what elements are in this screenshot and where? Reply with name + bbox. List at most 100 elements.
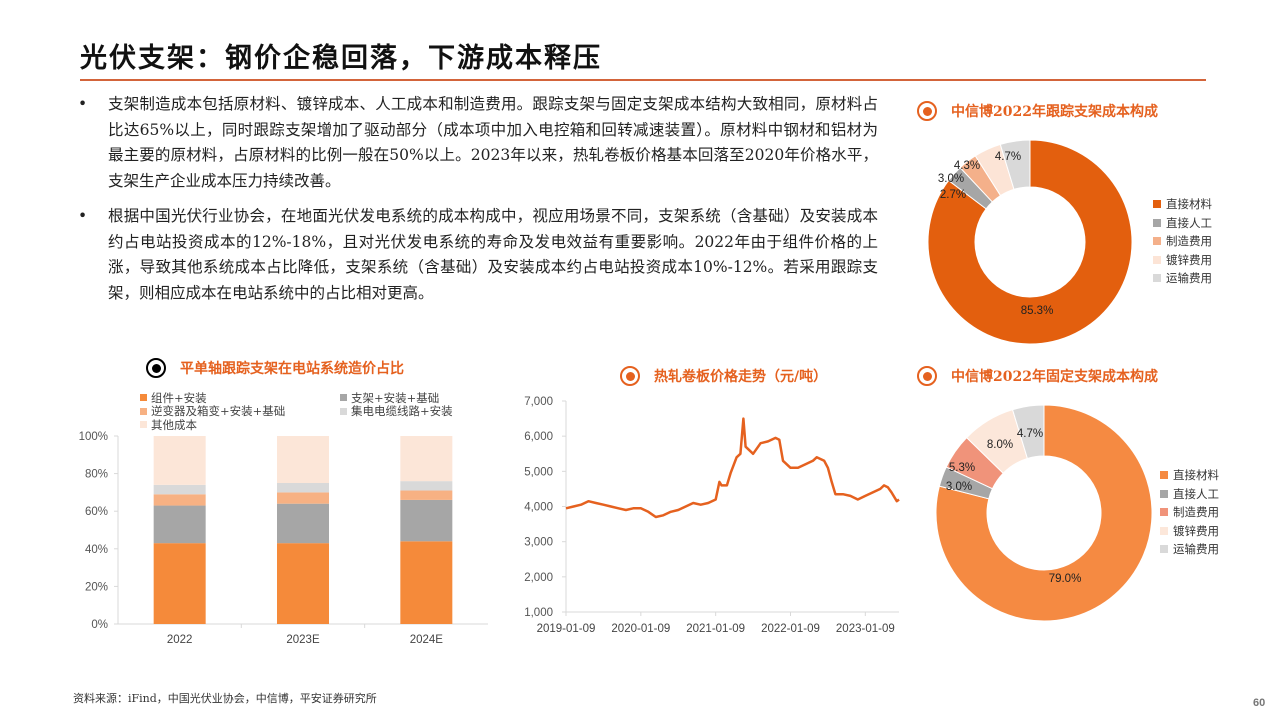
bar-segment	[153, 436, 206, 485]
y-tick-label: 1,000	[524, 607, 553, 619]
slice-label: 4.3%	[954, 160, 980, 172]
legend-item: 逆变器及箱变+安装+基础	[140, 404, 340, 419]
legend-item: 直接材料	[1153, 195, 1212, 214]
bullet-list: • 支架制造成本包括原材料、镀锌成本、人工成本和制造费用。跟踪支架与固定支架成本…	[78, 92, 878, 316]
slice-label: 8.0%	[987, 439, 1013, 451]
y-tick-label: 20%	[85, 581, 108, 593]
title-divider	[80, 79, 1206, 81]
target-icon	[620, 366, 640, 386]
slice-label: 2.7%	[940, 189, 966, 201]
x-tick-label: 2021-01-09	[686, 623, 745, 635]
legend-item: 其他成本	[140, 418, 340, 432]
y-tick-label: 80%	[85, 469, 108, 481]
fixed-donut-title: 中信博2022年固定支架成本构成	[917, 366, 1158, 386]
bar-segment	[153, 543, 206, 624]
legend-item: 运输费用	[1160, 540, 1219, 559]
x-tick-label: 2024E	[410, 634, 444, 646]
legend-swatch	[340, 394, 347, 402]
legend-item: 直接人工	[1160, 485, 1219, 504]
donut-slice	[1011, 404, 1045, 460]
slice-label: 5.3%	[949, 462, 975, 474]
legend-swatch	[140, 407, 147, 415]
bar-segment	[153, 484, 206, 495]
y-tick-label: 40%	[85, 544, 108, 556]
bullet-item: • 支架制造成本包括原材料、镀锌成本、人工成本和制造费用。跟踪支架与固定支架成本…	[78, 92, 878, 194]
legend-label: 制造费用	[1166, 234, 1212, 249]
tracker-donut-legend: 直接材料直接人工制造费用镀锌费用 运输费用	[1153, 195, 1212, 288]
legend-item: 制造费用	[1160, 503, 1219, 522]
legend-item: 组件+安装	[140, 391, 340, 405]
y-tick-label: 2,000	[524, 572, 553, 584]
legend-swatch	[1160, 489, 1168, 498]
slice-label: 4.7%	[1017, 428, 1043, 440]
legend-item: 直接人工	[1153, 214, 1212, 233]
legend-label: 逆变器及箱变+安装+基础	[151, 404, 286, 419]
legend-label: 直接材料	[1166, 197, 1212, 212]
bar-segment	[277, 543, 329, 624]
legend-item: 镀锌费用	[1160, 522, 1219, 541]
legend-swatch	[1153, 218, 1161, 227]
source-note: 资料来源：iFind，中国光伏业协会，中信博，平安证券研究所	[73, 692, 377, 705]
bar-chart-title: 平单轴跟踪支架在电站系统造价占比	[146, 358, 404, 378]
legend-swatch	[1153, 274, 1161, 283]
fixed-cost-donut: 79.0% 3.0% 5.3% 8.0% 4.7%	[935, 404, 1153, 622]
legend-item: 制造费用	[1153, 232, 1212, 251]
slice-label: 85.3%	[1021, 305, 1054, 317]
bullet-text: 支架制造成本包括原材料、镀锌成本、人工成本和制造费用。跟踪支架与固定支架成本结构…	[108, 95, 878, 190]
slice-label: 3.0%	[946, 481, 972, 493]
bar-segment	[153, 505, 206, 544]
legend-swatch	[1153, 255, 1161, 264]
x-tick-label: 2023-01-09	[836, 623, 895, 635]
bar-segment	[400, 490, 453, 500]
legend-label: 其他成本	[151, 417, 197, 432]
legend-swatch	[1160, 471, 1168, 480]
legend-swatch	[1160, 508, 1168, 517]
legend-label: 直接材料	[1173, 468, 1219, 483]
target-icon	[146, 358, 166, 378]
slice-label: 79.0%	[1049, 573, 1082, 585]
legend-label: 组件+安装	[151, 390, 207, 405]
slice-label: 3.0%	[938, 173, 964, 185]
legend-label: 镀锌费用	[1173, 523, 1219, 538]
stacked-bar-chart: 0% 20% 40% 60% 80% 100% 2022 2023E 2024E	[79, 431, 488, 646]
bar-segment	[400, 436, 453, 482]
legend-label: 制造费用	[1173, 505, 1219, 520]
legend-label: 集电电缆线路+安装	[351, 404, 453, 419]
donut-slice	[999, 139, 1031, 191]
bar-segment	[277, 436, 329, 483]
bar-segment	[400, 481, 453, 491]
legend-swatch	[1160, 545, 1168, 554]
bullet-item: • 根据中国光伏行业协会，在地面光伏发电系统的成本构成中，视应用场景不同，支架系…	[78, 204, 878, 306]
tracker-cost-donut: 85.3% 2.7% 3.0%4.3% 4.7%	[927, 139, 1133, 345]
legend-item: 集电电缆线路+安装	[340, 404, 480, 419]
bar-segment	[277, 483, 329, 493]
bar-chart-legend: 组件+安装 支架+安装+基础逆变器及箱变+安装+基础 集电电缆线路+安装其他成本	[140, 391, 480, 432]
legend-label: 支架+安装+基础	[351, 390, 440, 405]
donut-slice	[927, 139, 1133, 345]
legend-swatch	[1160, 526, 1168, 535]
legend-item: 支架+安装+基础	[340, 391, 480, 405]
legend-label: 直接人工	[1166, 215, 1212, 230]
bar-segment	[153, 494, 206, 506]
x-tick-label: 2019-01-09	[537, 623, 596, 635]
target-icon	[917, 366, 937, 386]
bullet-text: 根据中国光伏行业协会，在地面光伏发电系统的成本构成中，视应用场景不同，支架系统（…	[108, 207, 878, 302]
legend-swatch	[140, 421, 147, 429]
bar-segment	[400, 541, 453, 624]
bullet-marker: •	[78, 95, 88, 113]
y-tick-label: 0%	[91, 619, 108, 631]
legend-item: 运输费用	[1153, 269, 1212, 288]
legend-label: 运输费用	[1166, 271, 1212, 286]
y-tick-label: 6,000	[524, 431, 553, 443]
legend-swatch	[340, 407, 347, 415]
legend-item: 镀锌费用	[1153, 251, 1212, 270]
y-tick-label: 4,000	[524, 502, 553, 514]
tracker-donut-title: 中信博2022年跟踪支架成本构成	[917, 101, 1158, 121]
bar-segment	[277, 492, 329, 504]
x-tick-label: 2022-01-09	[761, 623, 820, 635]
line-chart-title: 热轧卷板价格走势（元/吨）	[620, 366, 827, 386]
x-tick-label: 2022	[167, 634, 193, 646]
x-tick-label: 2023E	[286, 634, 320, 646]
y-tick-label: 3,000	[524, 537, 553, 549]
legend-swatch	[1153, 237, 1161, 246]
